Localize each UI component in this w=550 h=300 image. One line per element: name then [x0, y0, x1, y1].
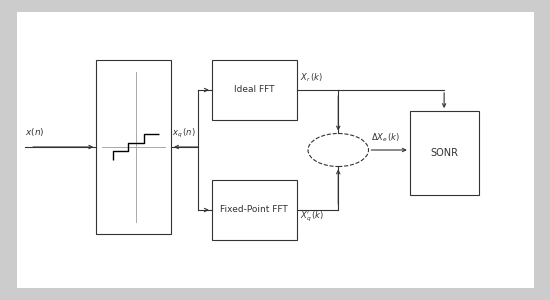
Bar — [212, 60, 297, 120]
Bar — [410, 111, 478, 195]
Text: SONR: SONR — [430, 148, 458, 158]
Text: $x(n)$: $x(n)$ — [25, 126, 44, 138]
Circle shape — [308, 134, 369, 166]
FancyBboxPatch shape — [16, 12, 534, 288]
Text: Fixed-Point FFT: Fixed-Point FFT — [221, 206, 288, 214]
Text: $\Delta X_e\,(k)$: $\Delta X_e\,(k)$ — [371, 131, 400, 144]
Bar — [212, 180, 297, 240]
Text: $X_q^{\prime}\,(k)$: $X_q^{\prime}\,(k)$ — [300, 209, 324, 224]
Text: $x_q\,(n)$: $x_q\,(n)$ — [172, 126, 195, 140]
Bar — [96, 60, 170, 234]
Text: $X_r\,(k)$: $X_r\,(k)$ — [300, 71, 322, 84]
Text: Ideal FFT: Ideal FFT — [234, 85, 274, 94]
